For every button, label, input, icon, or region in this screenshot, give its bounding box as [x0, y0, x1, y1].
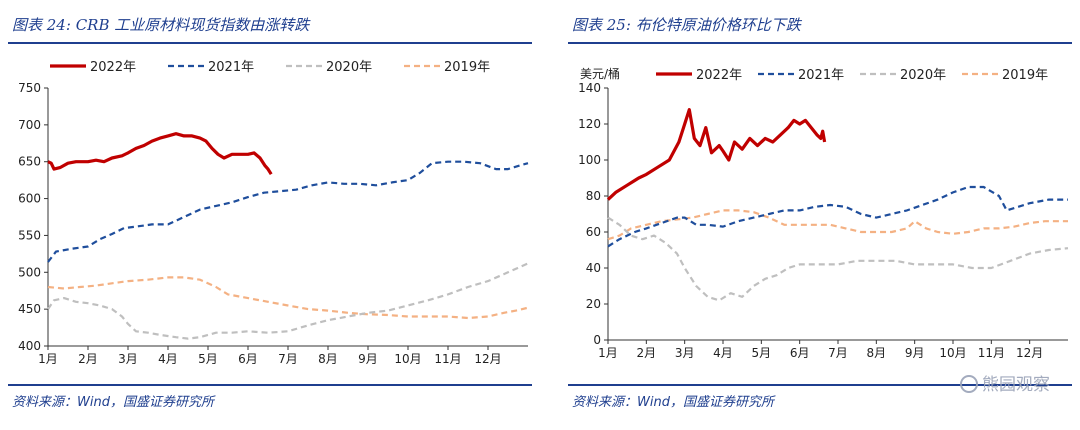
x-tick-label: 12月	[474, 352, 501, 366]
chart-title: 图表 25: 布伦特原油价格环比下跌	[572, 14, 801, 35]
x-tick-label: 10月	[939, 346, 966, 360]
title-rule	[8, 42, 532, 44]
legend-label: 2022年	[90, 60, 136, 75]
chart-panel-crb: 图表 24: CRB 工业原材料现货指数由涨转跌 400 450 500 550 600…	[8, 14, 532, 410]
series-line	[47, 160, 529, 263]
source-rule	[568, 384, 1072, 386]
figure-label: 图表 24:	[12, 16, 71, 34]
legend-label: 2019年	[444, 60, 490, 75]
series-line	[607, 185, 1068, 248]
x-tick-label: 11月	[434, 352, 461, 366]
source-rule	[8, 384, 532, 386]
y-tick-label: 600	[18, 192, 41, 206]
legend-label: 2022年	[696, 68, 742, 83]
y-tick-label: 500	[18, 265, 41, 279]
x-tick-label: 9月	[905, 346, 925, 360]
y-tick-label: 400	[18, 339, 41, 353]
series-line	[606, 108, 827, 201]
y-unit-label: 美元/桶	[580, 66, 620, 81]
legend-label: 2019年	[1002, 68, 1048, 83]
x-tick-label: 7月	[828, 346, 848, 360]
series-line	[47, 132, 273, 176]
wechat-icon	[960, 375, 978, 393]
brent-line-chart: 0 20 40 60 80 100 120 140 1月 2月 3月 4月 5月 6月 7月 8月 9月 10月 1…	[578, 66, 1069, 360]
x-tick-label: 8月	[867, 346, 887, 360]
x-tick-label: 5月	[198, 352, 218, 366]
y-tick-label: 140	[578, 81, 601, 95]
figure-label: 图表 25:	[572, 16, 631, 34]
watermark-text: 熊园观察	[982, 375, 1050, 395]
y-tick-label: 120	[578, 117, 601, 131]
series-line	[47, 276, 529, 320]
x-tick-label: 12月	[1016, 346, 1043, 360]
series-line	[607, 209, 1068, 241]
x-tick-label: 6月	[238, 352, 258, 366]
chart-panel-brent: 图表 25: 布伦特原油价格环比下跌 0 20 40 60 80 100 120 140 1月 2…	[560, 0, 1080, 430]
x-tick-label: 2月	[637, 346, 657, 360]
legend-label: 2021年	[798, 68, 844, 83]
title-rule	[568, 42, 1072, 44]
y-tick-label: 20	[586, 297, 601, 311]
legend-label: 2020年	[326, 60, 372, 75]
y-tick-label: 450	[18, 302, 41, 316]
y-tick-label: 100	[578, 153, 601, 167]
watermark: 熊园观察	[960, 370, 1050, 395]
x-tick-label: 4月	[158, 352, 178, 366]
x-tick-label: 11月	[978, 346, 1005, 360]
x-tick-label: 5月	[752, 346, 772, 360]
y-tick-label: 700	[18, 118, 41, 132]
y-tick-label: 80	[586, 189, 601, 203]
chart-title: 图表 24: CRB 工业原材料现货指数由涨转跌	[12, 14, 309, 35]
series-line	[607, 216, 1069, 302]
x-tick-label: 4月	[713, 346, 733, 360]
x-tick-label: 8月	[318, 352, 338, 366]
series-line	[47, 262, 529, 340]
x-tick-label: 6月	[790, 346, 810, 360]
source-note: 资料来源：Wind，国盛证券研究所	[12, 395, 214, 410]
x-tick-label: 7月	[278, 352, 298, 366]
x-tick-label: 10月	[394, 352, 421, 366]
y-tick-label: 60	[586, 225, 601, 239]
x-tick-label: 3月	[118, 352, 138, 366]
y-tick-label: 40	[586, 261, 601, 275]
y-tick-label: 550	[18, 228, 41, 242]
figure-title: 布伦特原油价格环比下跌	[635, 16, 801, 34]
y-tick-label: 0	[593, 333, 601, 347]
x-tick-label: 9月	[358, 352, 378, 366]
x-tick-label: 1月	[38, 352, 58, 366]
source-note: 资料来源：Wind，国盛证券研究所	[572, 395, 774, 410]
x-tick-label: 1月	[598, 346, 618, 360]
y-tick-label: 650	[18, 155, 41, 169]
x-tick-label: 3月	[675, 346, 695, 360]
legend-label: 2021年	[208, 60, 254, 75]
figure-title: CRB 工业原材料现货指数由涨转跌	[75, 16, 310, 34]
legend-label: 2020年	[900, 68, 946, 83]
y-tick-label: 750	[18, 81, 41, 95]
crb-line-chart: 400 450 500 550 600 650 700 750 1月 2月 3月 4月 5月 6月 7月 8月…	[18, 60, 529, 366]
x-tick-label: 2月	[78, 352, 98, 366]
